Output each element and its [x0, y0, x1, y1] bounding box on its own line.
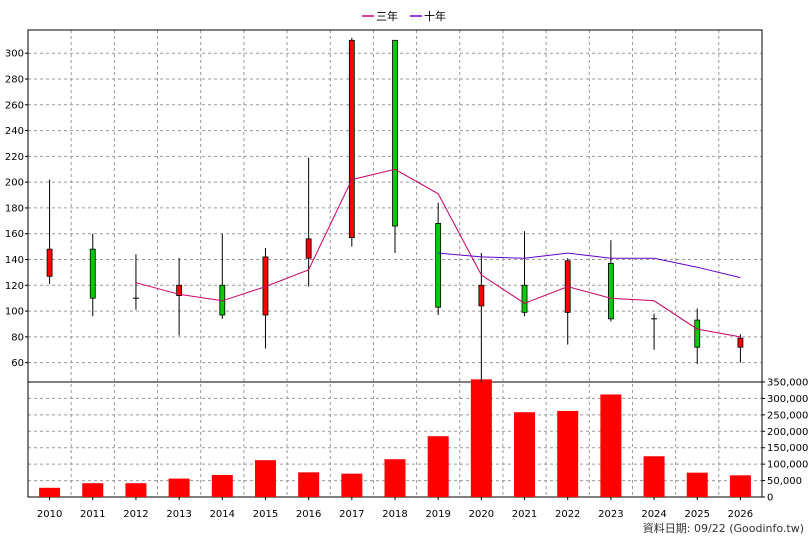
candle-body: [607, 262, 614, 320]
volume-bar: [427, 436, 449, 497]
volume-bar: [39, 487, 61, 497]
volume-bar: [298, 472, 320, 497]
volume-tick-label: 300,000: [767, 394, 808, 405]
candle-body: [305, 238, 312, 259]
volume-bar: [643, 456, 665, 497]
candle-body: [348, 39, 355, 238]
price-tick-label: 140: [5, 255, 24, 266]
price-tick-label: 120: [5, 281, 24, 292]
line-layer: [135, 168, 741, 338]
price-tick-label: 60: [11, 358, 24, 369]
x-tick-label: 2014: [210, 509, 235, 520]
volume-tick-label: 100,000: [767, 460, 808, 471]
x-tick-label: 2011: [80, 509, 105, 520]
volume-bar: [211, 474, 233, 497]
x-tick-label: 2010: [37, 509, 62, 520]
candle-body: [176, 284, 183, 297]
candle-body: [521, 284, 528, 313]
volume-tick-label: 0: [767, 493, 773, 504]
candle-body: [478, 284, 485, 307]
candle-body: [89, 248, 96, 299]
x-tick-label: 2018: [382, 509, 407, 520]
volume-tick-label: 50,000: [767, 476, 802, 487]
volume-bar: [600, 394, 622, 497]
volume-layer: [39, 379, 751, 497]
price-tick-label: 80: [11, 332, 24, 343]
candle-body: [694, 319, 701, 348]
candle-body: [46, 248, 53, 277]
x-tick-label: 2015: [253, 509, 278, 520]
x-tick-label: 2020: [469, 509, 494, 520]
volume-tick-label: 200,000: [767, 427, 808, 438]
x-tick-label: 2026: [728, 509, 753, 520]
volume-bar: [82, 483, 104, 497]
source-label: 資料日期: 09/22 (Goodinfo.tw): [643, 521, 804, 535]
x-tick-label: 2024: [641, 509, 666, 520]
volume-tick-label: 150,000: [767, 443, 808, 454]
axis-layer: 60 80 100 120 140 160 180 200 220 240 260 280 300 0 50…: [5, 29, 808, 520]
x-tick-label: 2025: [685, 509, 710, 520]
volume-tick-label: 350,000: [767, 378, 808, 389]
price-tick-label: 240: [5, 126, 24, 137]
x-tick-label: 2017: [339, 509, 364, 520]
x-tick-label: 2016: [296, 509, 321, 520]
candle-layer: [46, 37, 744, 382]
volume-tick-label: 250,000: [767, 410, 808, 421]
x-tick-label: 2013: [166, 509, 191, 520]
volume-bar: [341, 473, 363, 497]
x-tick-label: 2023: [598, 509, 623, 520]
price-tick-label: 200: [5, 178, 24, 189]
x-tick-label: 2019: [425, 509, 450, 520]
price-tick-label: 260: [5, 100, 24, 111]
series-line: [135, 168, 741, 338]
legend-label: 三年: [376, 9, 398, 23]
volume-bar: [125, 483, 147, 497]
price-tick-label: 280: [5, 74, 24, 85]
volume-bar: [384, 459, 406, 497]
legend: 三年 十年: [362, 9, 446, 23]
volume-bar: [254, 460, 276, 497]
volume-bar: [729, 475, 751, 497]
volume-bar: [686, 472, 708, 497]
price-tick-label: 220: [5, 152, 24, 163]
series-line: [438, 252, 741, 279]
volume-bar: [514, 412, 536, 497]
volume-bar: [168, 478, 190, 497]
volume-bar: [470, 379, 492, 497]
legend-label: 十年: [424, 9, 446, 23]
candle-body: [435, 223, 442, 308]
price-tick-label: 160: [5, 229, 24, 240]
price-tick-label: 300: [5, 49, 24, 60]
price-tick-label: 180: [5, 203, 24, 214]
candle-body: [737, 337, 744, 348]
x-tick-label: 2022: [555, 509, 580, 520]
x-tick-label: 2012: [123, 509, 148, 520]
volume-bar: [557, 410, 579, 497]
price-tick-label: 100: [5, 307, 24, 318]
candle-body: [392, 39, 398, 227]
x-tick-label: 2021: [512, 509, 537, 520]
